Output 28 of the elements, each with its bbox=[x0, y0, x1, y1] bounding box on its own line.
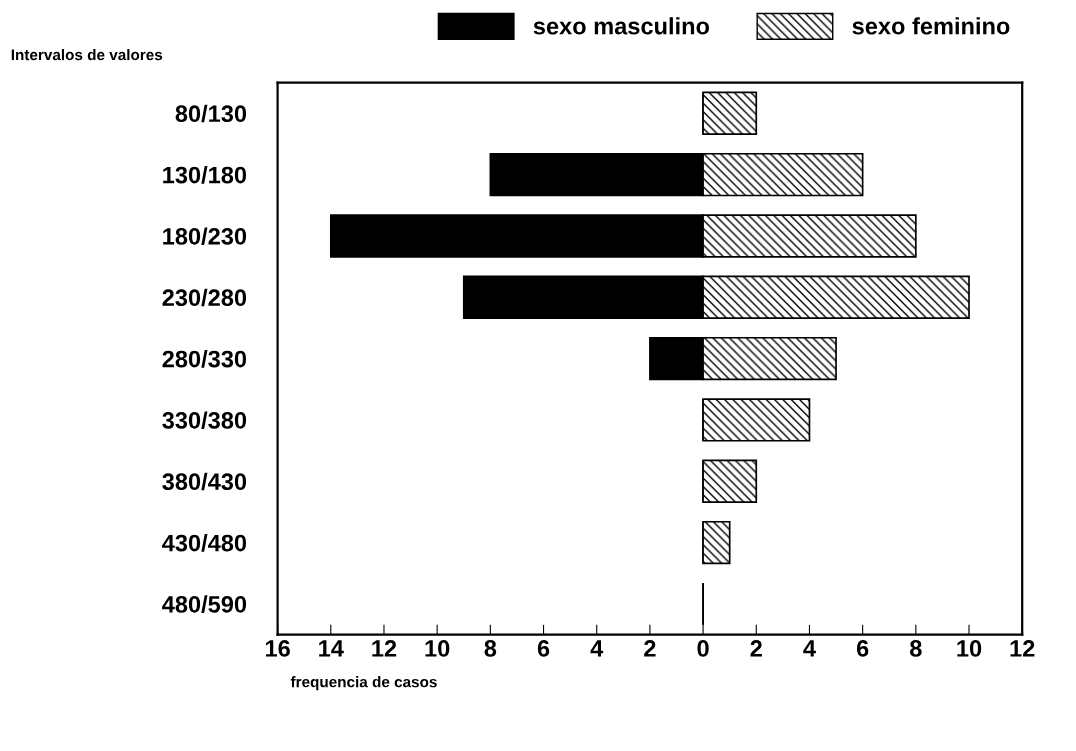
x-tick-label: 2 bbox=[750, 640, 762, 657]
x-tick-label: 8 bbox=[484, 640, 497, 657]
y-tick-label: 280/330 bbox=[162, 350, 247, 368]
y-tick-label: 230/280 bbox=[162, 288, 247, 307]
y-tick-label: 480/590 bbox=[162, 595, 247, 613]
x-tick-label: 10 bbox=[425, 640, 450, 657]
y-tick-label: 80/130 bbox=[175, 104, 247, 123]
x-tick-label: 8 bbox=[910, 640, 922, 657]
x-tick-label: 4 bbox=[590, 640, 604, 657]
y-tick-label: 130/180 bbox=[163, 166, 247, 184]
x-tick-label: 0 bbox=[697, 640, 709, 657]
y-tick-label: 430/480 bbox=[162, 534, 247, 552]
y-tick-label: 180/230 bbox=[163, 227, 247, 245]
y-tick-label: 330/380 bbox=[162, 411, 247, 429]
x-tick-label: 6 bbox=[537, 640, 550, 657]
y-tick-label: 380/430 bbox=[162, 472, 247, 491]
legend-label: sexo feminino bbox=[852, 17, 1010, 35]
x-tick-label: 12 bbox=[1010, 640, 1035, 657]
x-tick-label: 10 bbox=[957, 640, 982, 657]
x-tick-label: 2 bbox=[644, 640, 656, 657]
y-axis-title: Intervalos de valores bbox=[11, 49, 163, 61]
x-tick-label: 6 bbox=[856, 640, 869, 657]
x-tick-label: 12 bbox=[372, 640, 397, 657]
legend-label: sexo masculino bbox=[533, 17, 710, 35]
x-tick-label: 4 bbox=[803, 640, 816, 657]
x-tick-label: 14 bbox=[319, 640, 344, 657]
x-axis-title: frequencia de casos bbox=[290, 676, 437, 691]
x-tick-label: 16 bbox=[265, 640, 290, 657]
